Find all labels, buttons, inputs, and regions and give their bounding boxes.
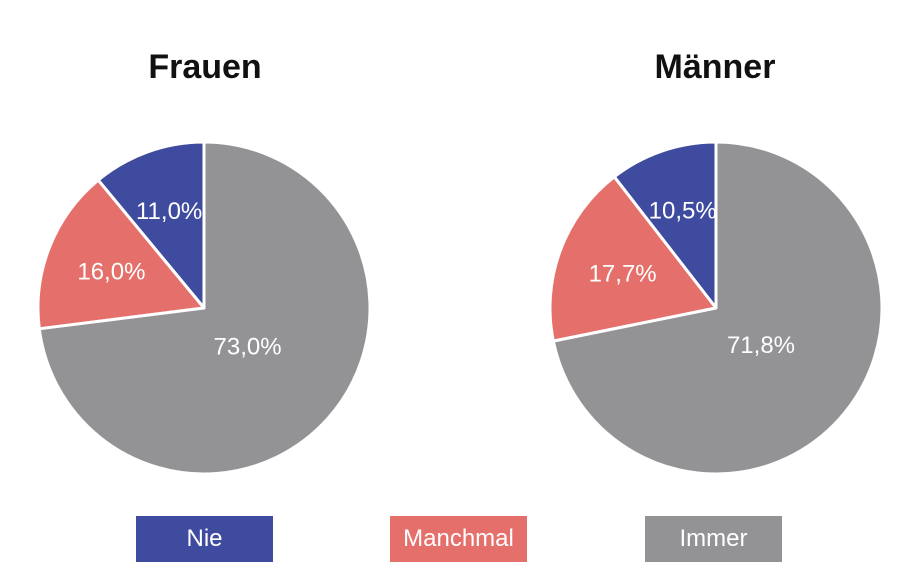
data-label-nie: 11,0% — [136, 198, 202, 225]
legend-item-immer: Immer — [645, 516, 782, 562]
chart-title-frauen: Frauen — [148, 48, 262, 86]
legend-item-manchmal: Manchmal — [390, 516, 527, 562]
pie-manner: 10,5% 17,7% 71,8% — [548, 140, 884, 476]
data-label-manchmal: 17,7% — [589, 260, 657, 287]
data-label-manchmal: 16,0% — [77, 258, 145, 285]
data-label-immer: 73,0% — [214, 333, 282, 360]
data-label-nie: 10,5% — [649, 198, 717, 225]
data-label-immer: 71,8% — [727, 332, 795, 359]
pie-frauen: 11,0% 16,0% 73,0% — [36, 140, 372, 476]
chart-title-maenner: Männer — [654, 48, 776, 86]
pie-slice-immer — [37, 140, 372, 476]
pie-slice-manchmal — [36, 178, 206, 331]
legend-item-nie: Nie — [136, 516, 273, 562]
pie-slice-manchmal — [548, 175, 718, 343]
pie-slice-nie — [612, 140, 718, 310]
pie-slice-immer — [551, 140, 884, 476]
pie-slice-nie — [96, 140, 206, 310]
